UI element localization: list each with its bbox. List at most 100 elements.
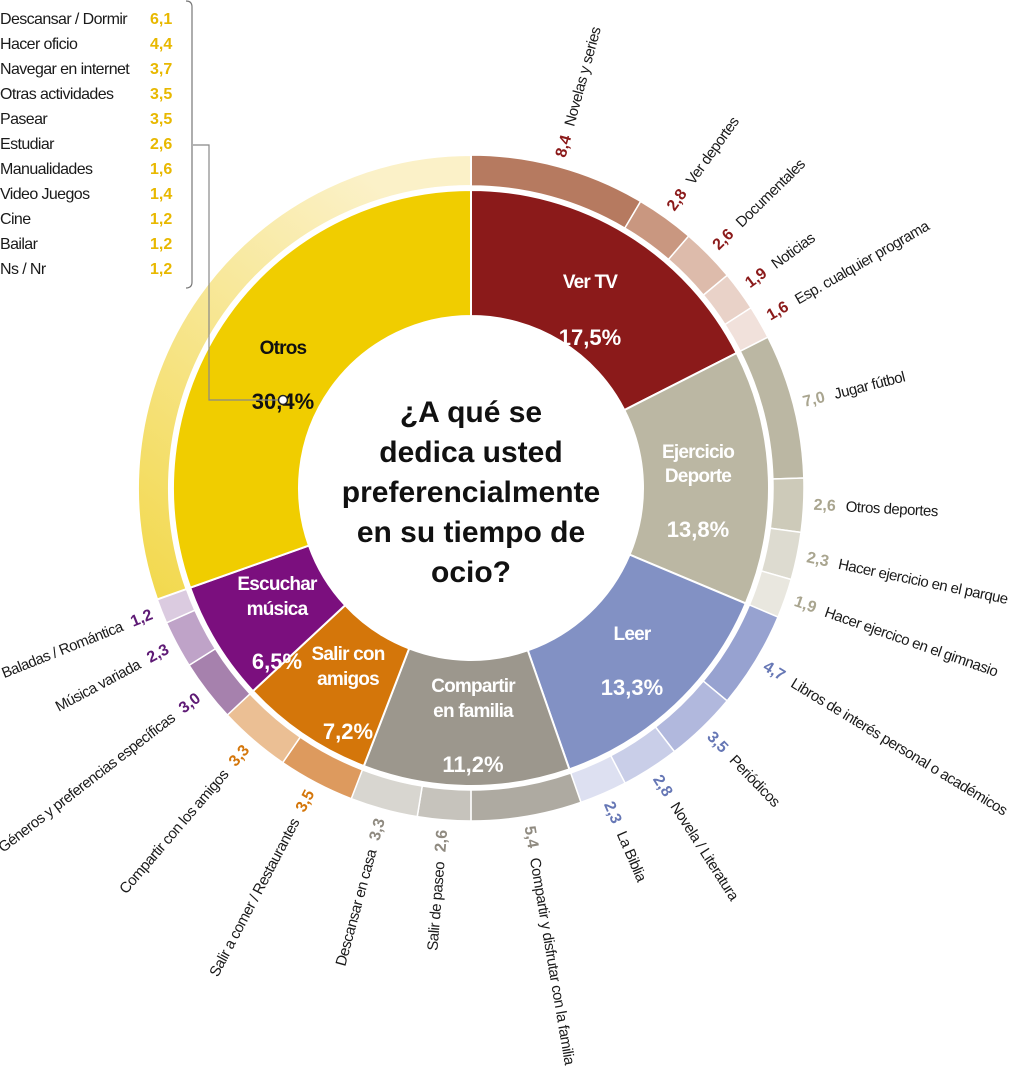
outer-category-label: Esp. cualquier programa [792,217,933,308]
inner-category-label: Escuchar [237,574,318,595]
legend-value: 3,7 [150,61,172,78]
outer-value: 2,3 [600,799,624,826]
outer-category-label: Música variada [53,656,145,716]
outer-value: 1,6 [764,299,792,325]
outer-label: 4,7Libros de interés personal o académic… [760,658,1010,819]
outer-category-label: Otros deportes [845,498,938,520]
outer-value: 3,0 [176,690,204,717]
inner-category-label: Compartir [431,676,516,697]
outer-label: 7,0 Jugar fútbol [801,368,907,411]
outer-value: 5,4 [520,825,541,850]
inner-category-percent: 6,5% [252,649,302,674]
outer-value: 3,5 [703,729,731,757]
outer-value: 1,9 [792,593,819,616]
outer-category-label: Compartir con los amigos [116,766,232,897]
outer-value: 3,3 [367,817,389,843]
inner-category-label: amigos [317,669,379,690]
title-line: dedica usted [379,436,562,469]
outer-category-label: Novelas y series [561,25,604,128]
outer-category-label: Libros de interés personal o académicos [788,675,1010,819]
outer-segment [760,527,802,581]
outer-value: 8,4 [553,133,575,159]
inner-category-label: en familia [433,701,514,722]
outer-value: 3,3 [226,742,253,770]
inner-category-label: música [247,599,309,620]
outer-label: 2,3 La Biblia [600,799,650,885]
outer-category-label: Salir a comer / Restaurantes [206,816,303,980]
legend-label: Estudiar [0,136,55,153]
outer-category-label: Periódicos [726,752,783,811]
outer-segment [769,477,805,534]
outer-label: 5,4 Compartir y disfrutar con la familia [520,825,578,1067]
inner-category-label: Salir con [311,644,384,665]
legend-value: 1,2 [150,236,172,253]
outer-value: 2,8 [664,186,691,214]
title-line: en su tiempo de [357,516,585,549]
outer-value: 4,7 [760,658,788,684]
legend-value: 2,6 [150,136,172,153]
outer-label: Salir a comer / Restaurantes3,5 [206,787,318,979]
connector-dot [277,394,289,406]
center-circle [299,316,643,660]
inner-category-percent: 11,2% [442,752,503,777]
inner-category-label: Ver TV [563,272,618,293]
outer-category-label: Géneros y preferencias específicas [0,710,178,856]
outer-category-label: Descansar en casa [333,847,381,968]
inner-category-label: Otros [260,338,307,359]
legend-value: 4,4 [150,36,172,53]
legend-value: 1,6 [150,161,172,178]
legend-value: 1,2 [150,261,172,278]
inner-category-label: Leer [614,624,652,645]
outer-category-label: La Biblia [613,829,650,885]
legend-label: Navegar en internet [0,61,130,78]
outer-label: 1,9 Hacer ejercico en el gimnasio [792,593,1000,680]
outer-category-label: Salir de paseo [424,861,448,951]
legend-label: Ns / Nr [0,261,47,278]
inner-category-percent: 13,8% [667,517,729,542]
outer-category-label: Ver deportes [683,114,743,188]
outer-value: 1,2 [128,607,155,631]
inner-category-percent: 13,3% [601,675,663,700]
legend-label: Manualidades [0,161,93,178]
outer-value: 7,0 [801,389,827,411]
outer-label: 3,5Periódicos [703,729,783,811]
outer-category-label: Documentales [733,156,809,231]
title-line: preferencialmente [342,476,600,509]
outer-label: Descansar en casa 3,3 [333,817,390,968]
inner-category-label: Ejercicio [662,442,734,463]
legend-value: 3,5 [150,86,172,103]
legend-bracket [185,0,193,289]
outer-category-label: Compartir y disfrutar con la familia [526,856,578,1067]
legend-value: 1,4 [150,186,172,203]
legend-label: Video Juegos [0,186,90,203]
outer-label: 2,6 Otros deportes [813,497,938,521]
outer-category-label: Novela / Literatura [667,799,743,904]
outer-label: 1,6Esp. cualquier programa [764,217,933,324]
inner-category-label: Deporte [665,466,731,487]
outer-label: Salir de paseo 2,6 [424,829,451,951]
outer-value: 2,8 [649,772,675,800]
legend-label: Otras actividades [0,86,114,103]
outer-segment-otros [137,153,472,601]
outer-label: 2,3 Hacer ejercicio en el parque [805,549,1009,608]
outer-value: 2,3 [144,641,172,667]
legend-label: Bailar [0,236,39,253]
title-line: ocio? [431,556,511,589]
legend-label: Hacer oficio [0,36,78,53]
outer-value: 3,5 [293,787,318,815]
outer-value: 2,6 [813,497,836,515]
legend-label: Pasear [0,111,48,128]
legend-value: 3,5 [150,111,172,128]
outer-label: 1,9Noticias [742,230,818,292]
outer-label: 8,4 Novelas y series [553,25,605,159]
outer-value: 2,3 [805,550,830,571]
legend-connector [193,144,279,401]
outer-category-label: Hacer ejercicio en el parque [837,556,1010,608]
chart-title: ¿A qué se dedica usted preferencialmente en… [342,396,600,589]
outer-value: 1,9 [742,265,770,292]
outer-value: 2,6 [433,829,452,853]
legend-value: 6,1 [150,11,172,28]
outer-category-label: Hacer ejercico en el gimnasio [822,604,1000,681]
legend-label: Cine [0,211,31,228]
